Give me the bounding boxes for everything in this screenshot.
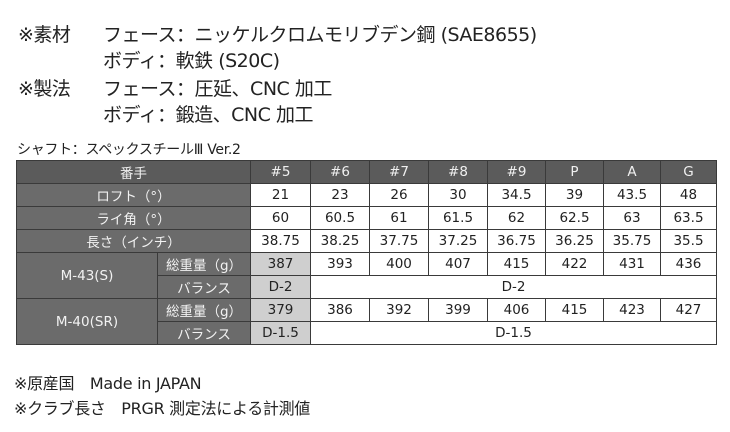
balance-label: バランス (157, 321, 251, 345)
spec-value: フェース：ニッケルクロムモリブデン鋼 (SAE8655) (103, 24, 537, 46)
spec-value: ボディ：鍛造、CNC 加工 (103, 104, 313, 126)
club-header: G (660, 160, 717, 184)
table-row: ロフト（°） 21 23 26 30 34.5 39 43.5 48 (16, 183, 717, 207)
cell-value: 63 (603, 206, 661, 230)
cell-value: 36.75 (487, 229, 546, 253)
balance-value: D-1.5 (250, 321, 311, 345)
cell-value: 61.5 (428, 206, 488, 230)
cell-value: 23 (310, 183, 370, 207)
cell-value: 21 (250, 183, 311, 207)
weight-label: 総重量（g） (157, 298, 251, 322)
balance-value: D-2 (250, 275, 311, 299)
weight-value: 400 (369, 252, 429, 276)
weight-value: 431 (603, 252, 661, 276)
weight-value: 407 (428, 252, 488, 276)
cell-value: 26 (369, 183, 429, 207)
shaft-name: M-40(SR) (16, 298, 158, 345)
spec-label: ※素材 (18, 24, 71, 46)
row-label: ロフト（°） (16, 183, 251, 207)
spec-label: ※製法 (18, 78, 71, 100)
weight-value: 422 (545, 252, 604, 276)
cell-value: 30 (428, 183, 488, 207)
spec-value: フェース：圧延、CNC 加工 (103, 78, 332, 100)
balance-value: D-2 (310, 275, 717, 299)
weight-value: 379 (250, 298, 311, 322)
cell-value: 63.5 (660, 206, 717, 230)
club-header: A (603, 160, 661, 184)
shaft-caption: シャフト：スペックスチールⅢ Ver.2 (17, 142, 241, 158)
shaft-weight-row: M-40(SR) 総重量（g） 379 386 392 399 406 415 423 427 (16, 298, 717, 345)
cell-value: 35.5 (660, 229, 717, 253)
row-label: ライ角（°） (16, 206, 251, 230)
weight-value: 427 (660, 298, 717, 322)
weight-value: 393 (310, 252, 370, 276)
weight-value: 406 (487, 298, 546, 322)
cell-value: 43.5 (603, 183, 661, 207)
header-label: 番手 (16, 160, 251, 184)
shaft-balance-row: バランス D-1.5 D-1.5 (17, 321, 717, 345)
cell-value: 62.5 (545, 206, 604, 230)
balance-label: バランス (157, 275, 251, 299)
weight-value: 415 (487, 252, 546, 276)
cell-value: 37.25 (428, 229, 488, 253)
shaft-weight-row: M-43(S) 総重量（g） 387 393 400 407 415 422 431 436 (16, 252, 717, 299)
cell-value: 62 (487, 206, 546, 230)
footnote-origin: ※原産国 Made in JAPAN (14, 374, 202, 393)
weight-value: 436 (660, 252, 717, 276)
shaft-name: M-43(S) (16, 252, 158, 299)
cell-value: 61 (369, 206, 429, 230)
cell-value: 34.5 (487, 183, 546, 207)
weight-label: 総重量（g） (157, 252, 251, 276)
header-row: 番手 #5 #6 #7 #8 #9 P A G (16, 160, 717, 184)
weight-value: 386 (310, 298, 370, 322)
club-header: #5 (250, 160, 311, 184)
weight-value: 392 (369, 298, 429, 322)
row-label: 長さ（インチ） (16, 229, 251, 253)
club-header: #8 (428, 160, 488, 184)
weight-value: 423 (603, 298, 661, 322)
spec-value: ボディ：軟鉄 (S20C) (103, 50, 280, 72)
cell-value: 35.75 (603, 229, 661, 253)
weight-value: 415 (545, 298, 604, 322)
balance-value: D-1.5 (310, 321, 717, 345)
cell-value: 60 (250, 206, 311, 230)
club-header: #9 (487, 160, 546, 184)
weight-value: 387 (250, 252, 311, 276)
table-row: 長さ（インチ） 38.75 38.25 37.75 37.25 36.75 36.25 35.… (16, 229, 717, 253)
cell-value: 60.5 (310, 206, 370, 230)
weight-value: 399 (428, 298, 488, 322)
cell-value: 48 (660, 183, 717, 207)
club-header: #6 (310, 160, 370, 184)
cell-value: 36.25 (545, 229, 604, 253)
table-row: ライ角（°） 60 60.5 61 61.5 62 62.5 63 63.5 (16, 206, 717, 230)
footnote-length: ※クラブ長さ PRGR 測定法による計測値 (14, 399, 310, 418)
cell-value: 37.75 (369, 229, 429, 253)
cell-value: 38.25 (310, 229, 370, 253)
club-header: #7 (369, 160, 429, 184)
club-header: P (545, 160, 604, 184)
spec-table: 番手 #5 #6 #7 #8 #9 P A G ロフト（°） 21 23 26 30 34.5 39 43.5 4… (16, 160, 717, 345)
cell-value: 38.75 (250, 229, 311, 253)
cell-value: 39 (545, 183, 604, 207)
